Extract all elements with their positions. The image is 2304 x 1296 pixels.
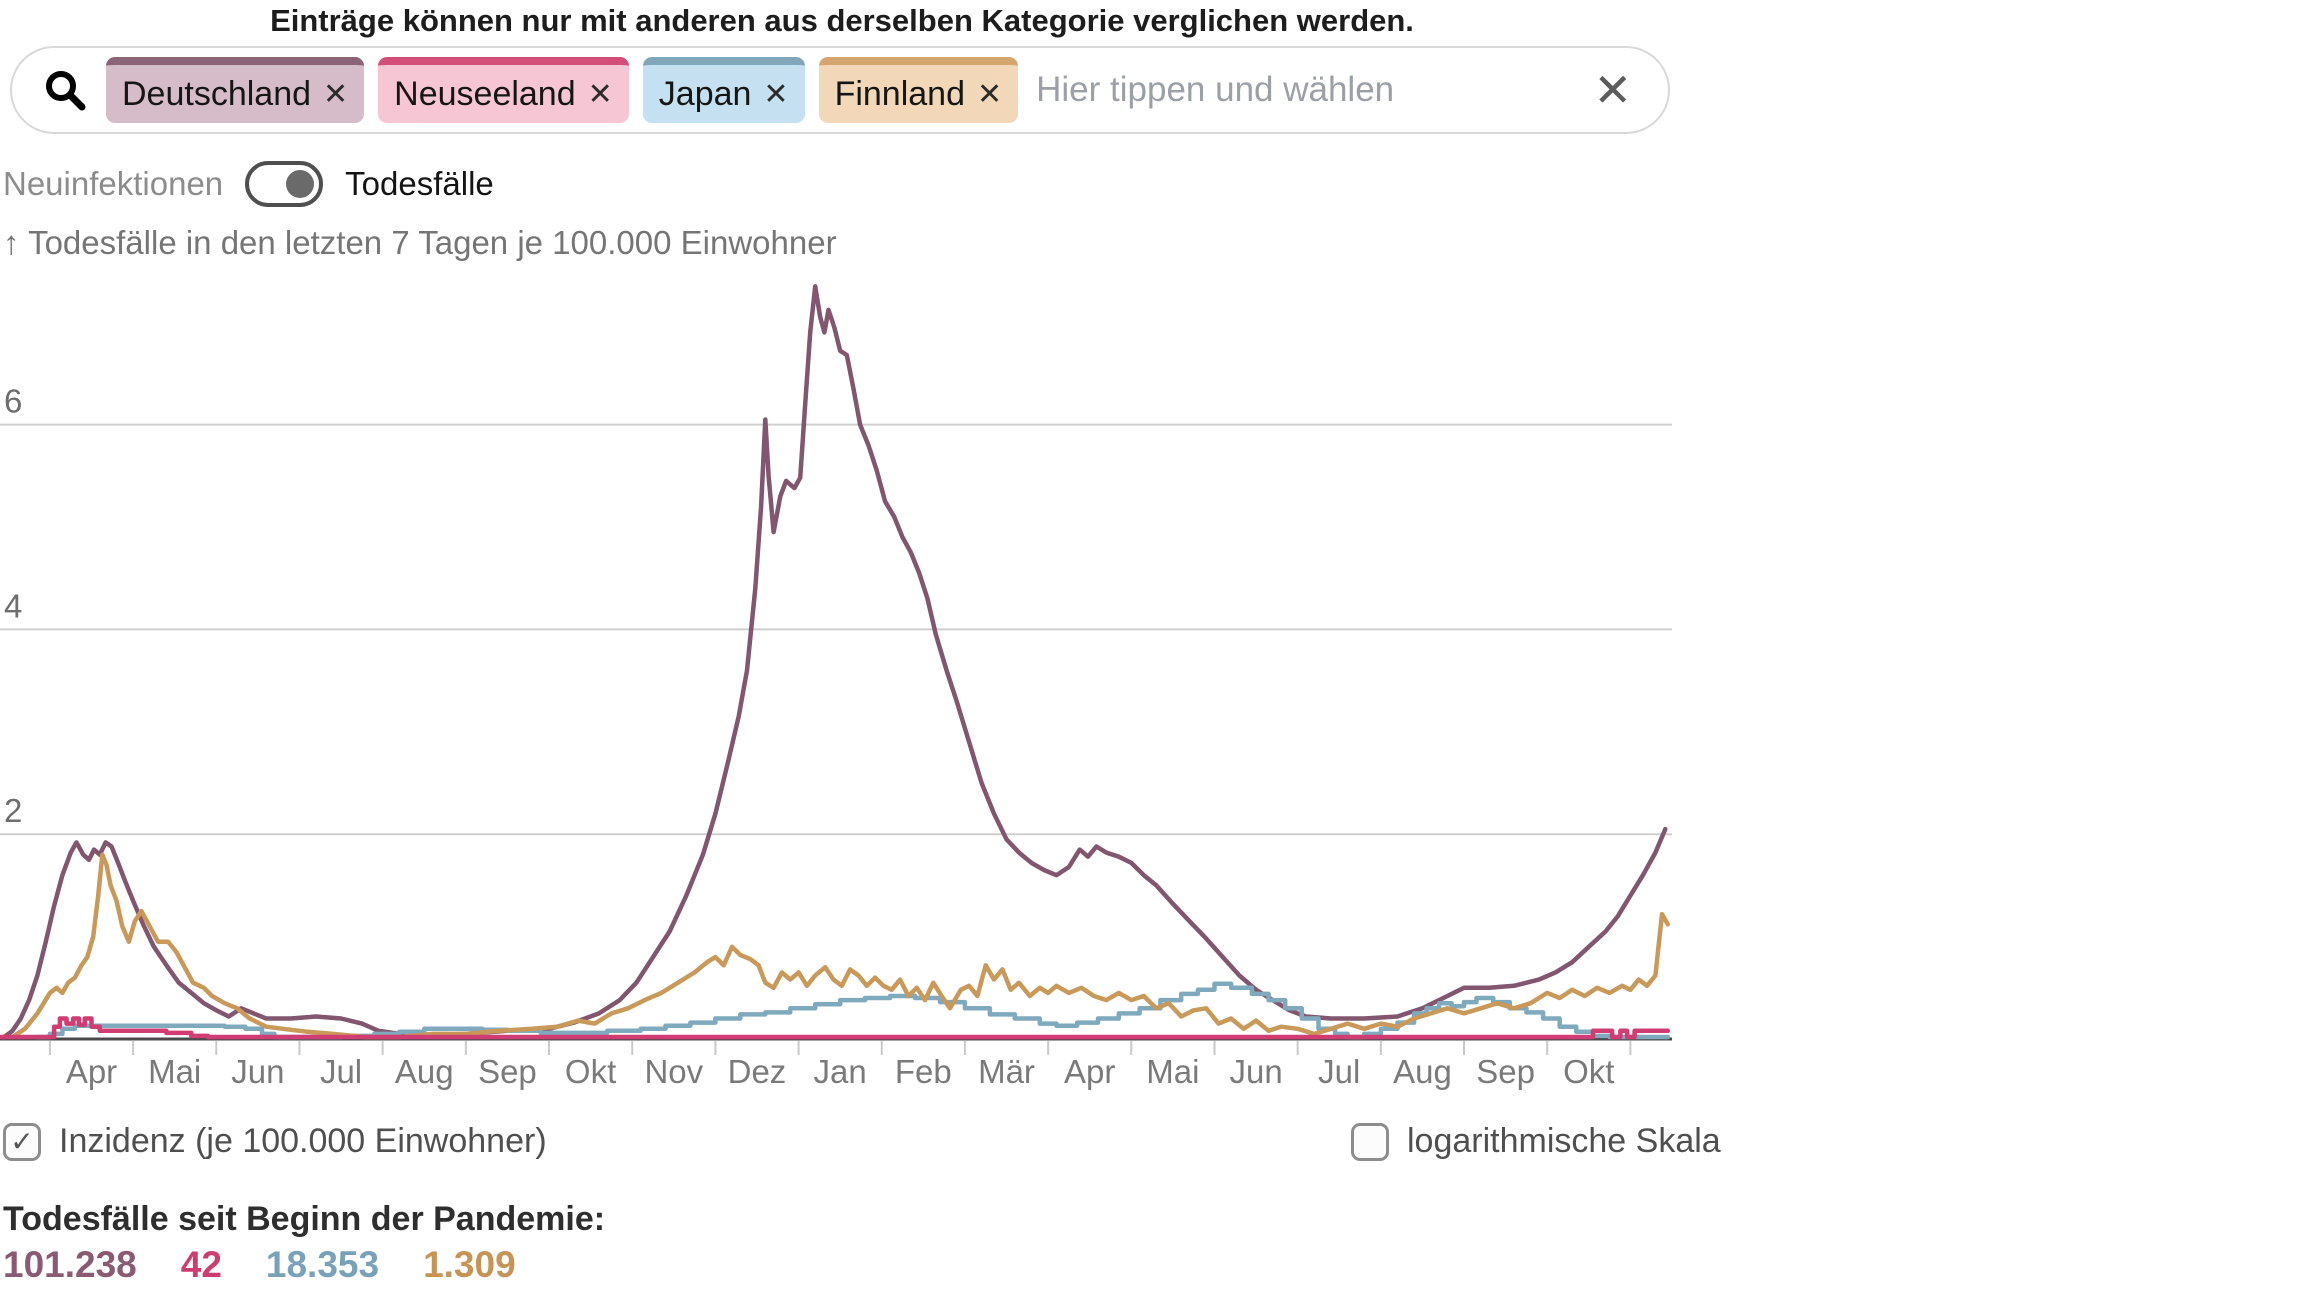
series-line-deutschland	[1, 284, 1668, 1040]
x-axis-label: Aug	[395, 1053, 454, 1090]
country-tag-neuseeland[interactable]: Neuseeland ✕	[378, 57, 629, 123]
x-axis-label: Mai	[1146, 1053, 1199, 1090]
toggle-knob	[286, 170, 315, 198]
log-scale-checkbox[interactable]	[1351, 1122, 1389, 1161]
line-chart[interactable]: 2 4 6 Apr Mai Jun Jul Aug Sep Okt Nov Dez Jan Feb Mär A…	[0, 258, 1680, 1110]
totals-values: 101.238 42 18.353 1.309	[3, 1244, 516, 1286]
x-axis-label: Dez	[728, 1053, 787, 1090]
x-axis-label: Jun	[231, 1053, 284, 1090]
x-axis-label: Sep	[478, 1053, 537, 1090]
series-line-neuseeland	[0, 1016, 1671, 1040]
total-deaths-finnland: 1.309	[423, 1244, 516, 1285]
country-tag-label: Neuseeland	[394, 74, 576, 113]
x-axis-label: Mär	[978, 1053, 1035, 1090]
x-axis-label: Aug	[1393, 1053, 1452, 1090]
series-line-finnland	[10, 852, 1671, 1040]
x-axis-label: Jul	[320, 1053, 362, 1090]
total-deaths-japan: 18.353	[265, 1244, 380, 1285]
country-tag-label: Japan	[658, 74, 752, 113]
country-search-bar: Deutschland ✕ Neuseeland ✕ Japan ✕ Finnland ✕ ✕	[10, 46, 1670, 134]
series-line-japan	[35, 981, 1671, 1040]
x-axis-label: Apr	[1064, 1053, 1115, 1090]
category-notice: Einträge können nur mit anderen aus ders…	[270, 3, 1414, 38]
x-axis-label: Jun	[1229, 1053, 1282, 1090]
metric-toggle-row: Neuinfektionen Todesfälle	[3, 160, 494, 208]
remove-tag-icon[interactable]: ✕	[976, 77, 1003, 111]
total-deaths-neuseeland: 42	[180, 1244, 222, 1285]
clear-all-icon[interactable]: ✕	[1593, 64, 1632, 116]
x-axis-label: Mai	[148, 1053, 201, 1090]
x-axis-label: Feb	[895, 1053, 952, 1090]
log-scale-label[interactable]: logarithmische Skala	[1407, 1122, 1721, 1160]
remove-tag-icon[interactable]: ✕	[587, 77, 613, 111]
toggle-label-todesfaelle[interactable]: Todesfälle	[345, 165, 494, 202]
x-axis-label: Apr	[66, 1053, 117, 1090]
x-axis-label: Okt	[1563, 1053, 1614, 1090]
log-scale-option: logarithmische Skala	[1351, 1122, 1721, 1161]
totals-title: Todesfälle seit Beginn der Pandemie:	[3, 1200, 606, 1238]
y-axis-tick-label: 6	[4, 383, 22, 420]
country-tag-label: Finnland	[834, 74, 965, 113]
country-tag-japan[interactable]: Japan ✕	[642, 57, 805, 123]
country-tag-label: Deutschland	[122, 74, 312, 113]
country-tag-finnland[interactable]: Finnland ✕	[818, 57, 1019, 123]
country-tag-deutschland[interactable]: Deutschland ✕	[106, 57, 365, 123]
selected-country-tags: Deutschland ✕ Neuseeland ✕ Japan ✕ Finnland ✕	[106, 57, 1019, 123]
x-axis-label: Jul	[1318, 1053, 1360, 1090]
search-input[interactable]	[1034, 69, 1594, 111]
remove-tag-icon[interactable]: ✕	[763, 77, 789, 111]
search-icon	[42, 67, 88, 113]
incidence-option: ✓ Inzidenz (je 100.000 Einwohner)	[3, 1122, 547, 1161]
x-axis-label: Jan	[814, 1053, 867, 1090]
x-axis-label: Nov	[644, 1053, 703, 1090]
incidence-checkbox[interactable]: ✓	[3, 1122, 41, 1161]
x-axis-label: Okt	[565, 1053, 616, 1090]
y-axis-tick-label: 4	[4, 587, 22, 624]
toggle-label-neuinfektionen[interactable]: Neuinfektionen	[3, 165, 224, 202]
metric-toggle-switch[interactable]	[245, 161, 324, 207]
chart-svg[interactable]: 2 4 6 Apr Mai Jun Jul Aug Sep Okt Nov Dez Jan Feb Mär A…	[0, 258, 1680, 1110]
total-deaths-deutschland: 101.238	[3, 1244, 137, 1285]
chart-axis-title: ↑ Todesfälle in den letzten 7 Tagen je 1…	[3, 224, 837, 261]
y-axis-tick-label: 2	[4, 792, 22, 829]
x-axis-label: Sep	[1476, 1053, 1535, 1090]
incidence-label[interactable]: Inzidenz (je 100.000 Einwohner)	[59, 1122, 547, 1160]
remove-tag-icon[interactable]: ✕	[323, 77, 349, 111]
